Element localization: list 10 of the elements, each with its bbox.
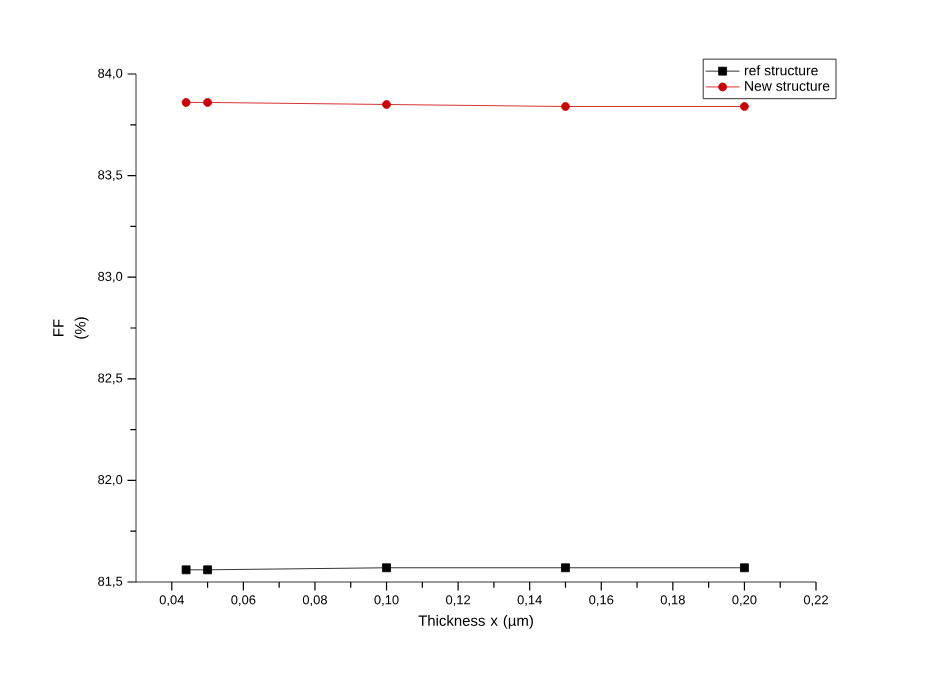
point xyxy=(740,563,749,573)
point xyxy=(561,102,570,111)
point xyxy=(203,565,212,575)
point xyxy=(203,98,212,107)
point xyxy=(382,100,391,109)
point xyxy=(181,98,191,107)
point xyxy=(561,563,570,573)
point xyxy=(740,102,749,111)
point xyxy=(181,565,191,575)
point xyxy=(382,563,391,573)
